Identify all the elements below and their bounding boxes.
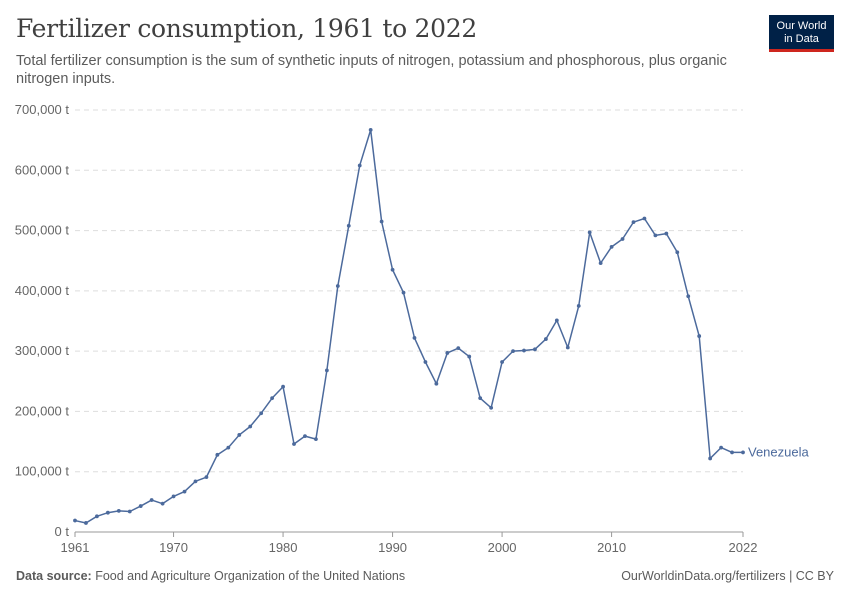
data-point[interactable] xyxy=(314,437,318,442)
y-tick-label: 200,000 t xyxy=(15,403,70,418)
data-point[interactable] xyxy=(423,360,428,364)
data-point[interactable] xyxy=(324,368,329,373)
y-tick-label: 600,000 t xyxy=(15,162,70,177)
data-point[interactable] xyxy=(565,345,570,350)
data-point[interactable] xyxy=(95,514,99,519)
data-point[interactable] xyxy=(270,396,275,401)
y-tick-label: 100,000 t xyxy=(15,464,70,479)
data-point[interactable] xyxy=(642,216,647,221)
data-point[interactable] xyxy=(741,450,745,455)
data-point[interactable] xyxy=(730,450,734,455)
data-point[interactable] xyxy=(237,433,242,437)
data-point[interactable] xyxy=(357,163,362,168)
data-point[interactable] xyxy=(697,334,702,338)
data-point[interactable] xyxy=(576,304,581,308)
data-point[interactable] xyxy=(379,219,384,224)
data-point[interactable] xyxy=(653,233,658,238)
data-point[interactable] xyxy=(445,351,450,355)
series-label: Venezuela xyxy=(748,444,809,459)
data-point[interactable] xyxy=(84,521,88,525)
data-point[interactable] xyxy=(412,335,417,340)
data-point[interactable] xyxy=(160,501,165,506)
data-point[interactable] xyxy=(335,284,340,288)
data-point[interactable] xyxy=(303,434,307,439)
y-tick-label: 500,000 t xyxy=(15,223,70,238)
data-point[interactable] xyxy=(73,518,77,523)
data-point[interactable] xyxy=(522,348,526,353)
data-point[interactable] xyxy=(598,261,603,266)
data-point[interactable] xyxy=(434,381,439,386)
data-point[interactable] xyxy=(226,445,231,450)
data-point[interactable] xyxy=(401,290,406,295)
series-layer: Venezuela xyxy=(73,127,809,525)
data-point[interactable] xyxy=(543,337,548,341)
y-tick-label: 300,000 t xyxy=(15,343,70,358)
x-tick-label: 1961 xyxy=(61,540,90,555)
data-point[interactable] xyxy=(171,494,176,499)
data-point[interactable] xyxy=(620,237,625,241)
data-source-label: Data source: xyxy=(16,569,92,583)
data-point[interactable] xyxy=(390,267,395,272)
data-point[interactable] xyxy=(478,396,483,401)
logo-line-1: Our World xyxy=(776,20,827,32)
data-point[interactable] xyxy=(127,509,132,514)
chart-subtitle: Total fertilizer consumption is the sum … xyxy=(16,53,727,87)
owid-logo[interactable]: Our World in Data xyxy=(769,15,834,52)
data-point[interactable] xyxy=(281,384,285,389)
data-point[interactable] xyxy=(182,489,187,494)
data-point[interactable] xyxy=(204,475,209,480)
data-source: Data source: Food and Agriculture Organi… xyxy=(16,569,405,583)
data-point[interactable] xyxy=(609,244,614,249)
data-point[interactable] xyxy=(500,360,504,364)
data-point[interactable] xyxy=(467,354,472,359)
y-tick-label: 700,000 t xyxy=(15,102,70,117)
logo-line-2: in Data xyxy=(784,33,819,45)
data-point[interactable] xyxy=(686,294,691,299)
x-tick-label: 2022 xyxy=(729,540,758,555)
data-point[interactable] xyxy=(675,250,680,255)
data-point[interactable] xyxy=(554,318,559,323)
data-point[interactable] xyxy=(116,509,121,513)
data-point[interactable] xyxy=(149,498,154,502)
x-tick-label: 1970 xyxy=(159,540,188,555)
x-tick-label: 2010 xyxy=(597,540,626,555)
data-point[interactable] xyxy=(587,230,592,235)
data-point[interactable] xyxy=(248,424,253,429)
x-tick-label: 1990 xyxy=(378,540,407,555)
series-line[interactable] xyxy=(74,129,743,524)
data-point[interactable] xyxy=(292,442,296,446)
data-point[interactable] xyxy=(511,349,515,354)
x-tick-label: 1980 xyxy=(269,540,298,555)
data-point[interactable] xyxy=(489,405,494,410)
data-point[interactable] xyxy=(259,411,264,416)
data-point[interactable] xyxy=(631,220,636,225)
y-tick-label: 400,000 t xyxy=(15,283,70,298)
data-source-text: Food and Agriculture Organization of the… xyxy=(95,569,406,583)
data-point[interactable] xyxy=(719,445,723,450)
data-point[interactable] xyxy=(456,346,461,351)
data-point[interactable] xyxy=(664,231,669,236)
axes: 0 t 100,000 t 200,000 t 300,000 t 400,000 t 5… xyxy=(15,102,758,555)
data-point[interactable] xyxy=(215,452,220,457)
data-point[interactable] xyxy=(533,347,537,352)
data-point[interactable] xyxy=(708,456,713,461)
x-tick-label: 2000 xyxy=(488,540,517,555)
data-point[interactable] xyxy=(193,479,198,484)
credit-link[interactable]: OurWorldinData.org/fertilizers | CC BY xyxy=(621,569,834,583)
y-tick-label: 0 t xyxy=(55,524,70,539)
chart-title: Fertilizer consumption, 1961 to 2022 xyxy=(16,14,477,43)
data-point[interactable] xyxy=(368,127,373,132)
data-point[interactable] xyxy=(105,510,110,515)
gridlines xyxy=(75,109,743,473)
data-point[interactable] xyxy=(346,223,351,228)
data-point[interactable] xyxy=(138,504,143,508)
